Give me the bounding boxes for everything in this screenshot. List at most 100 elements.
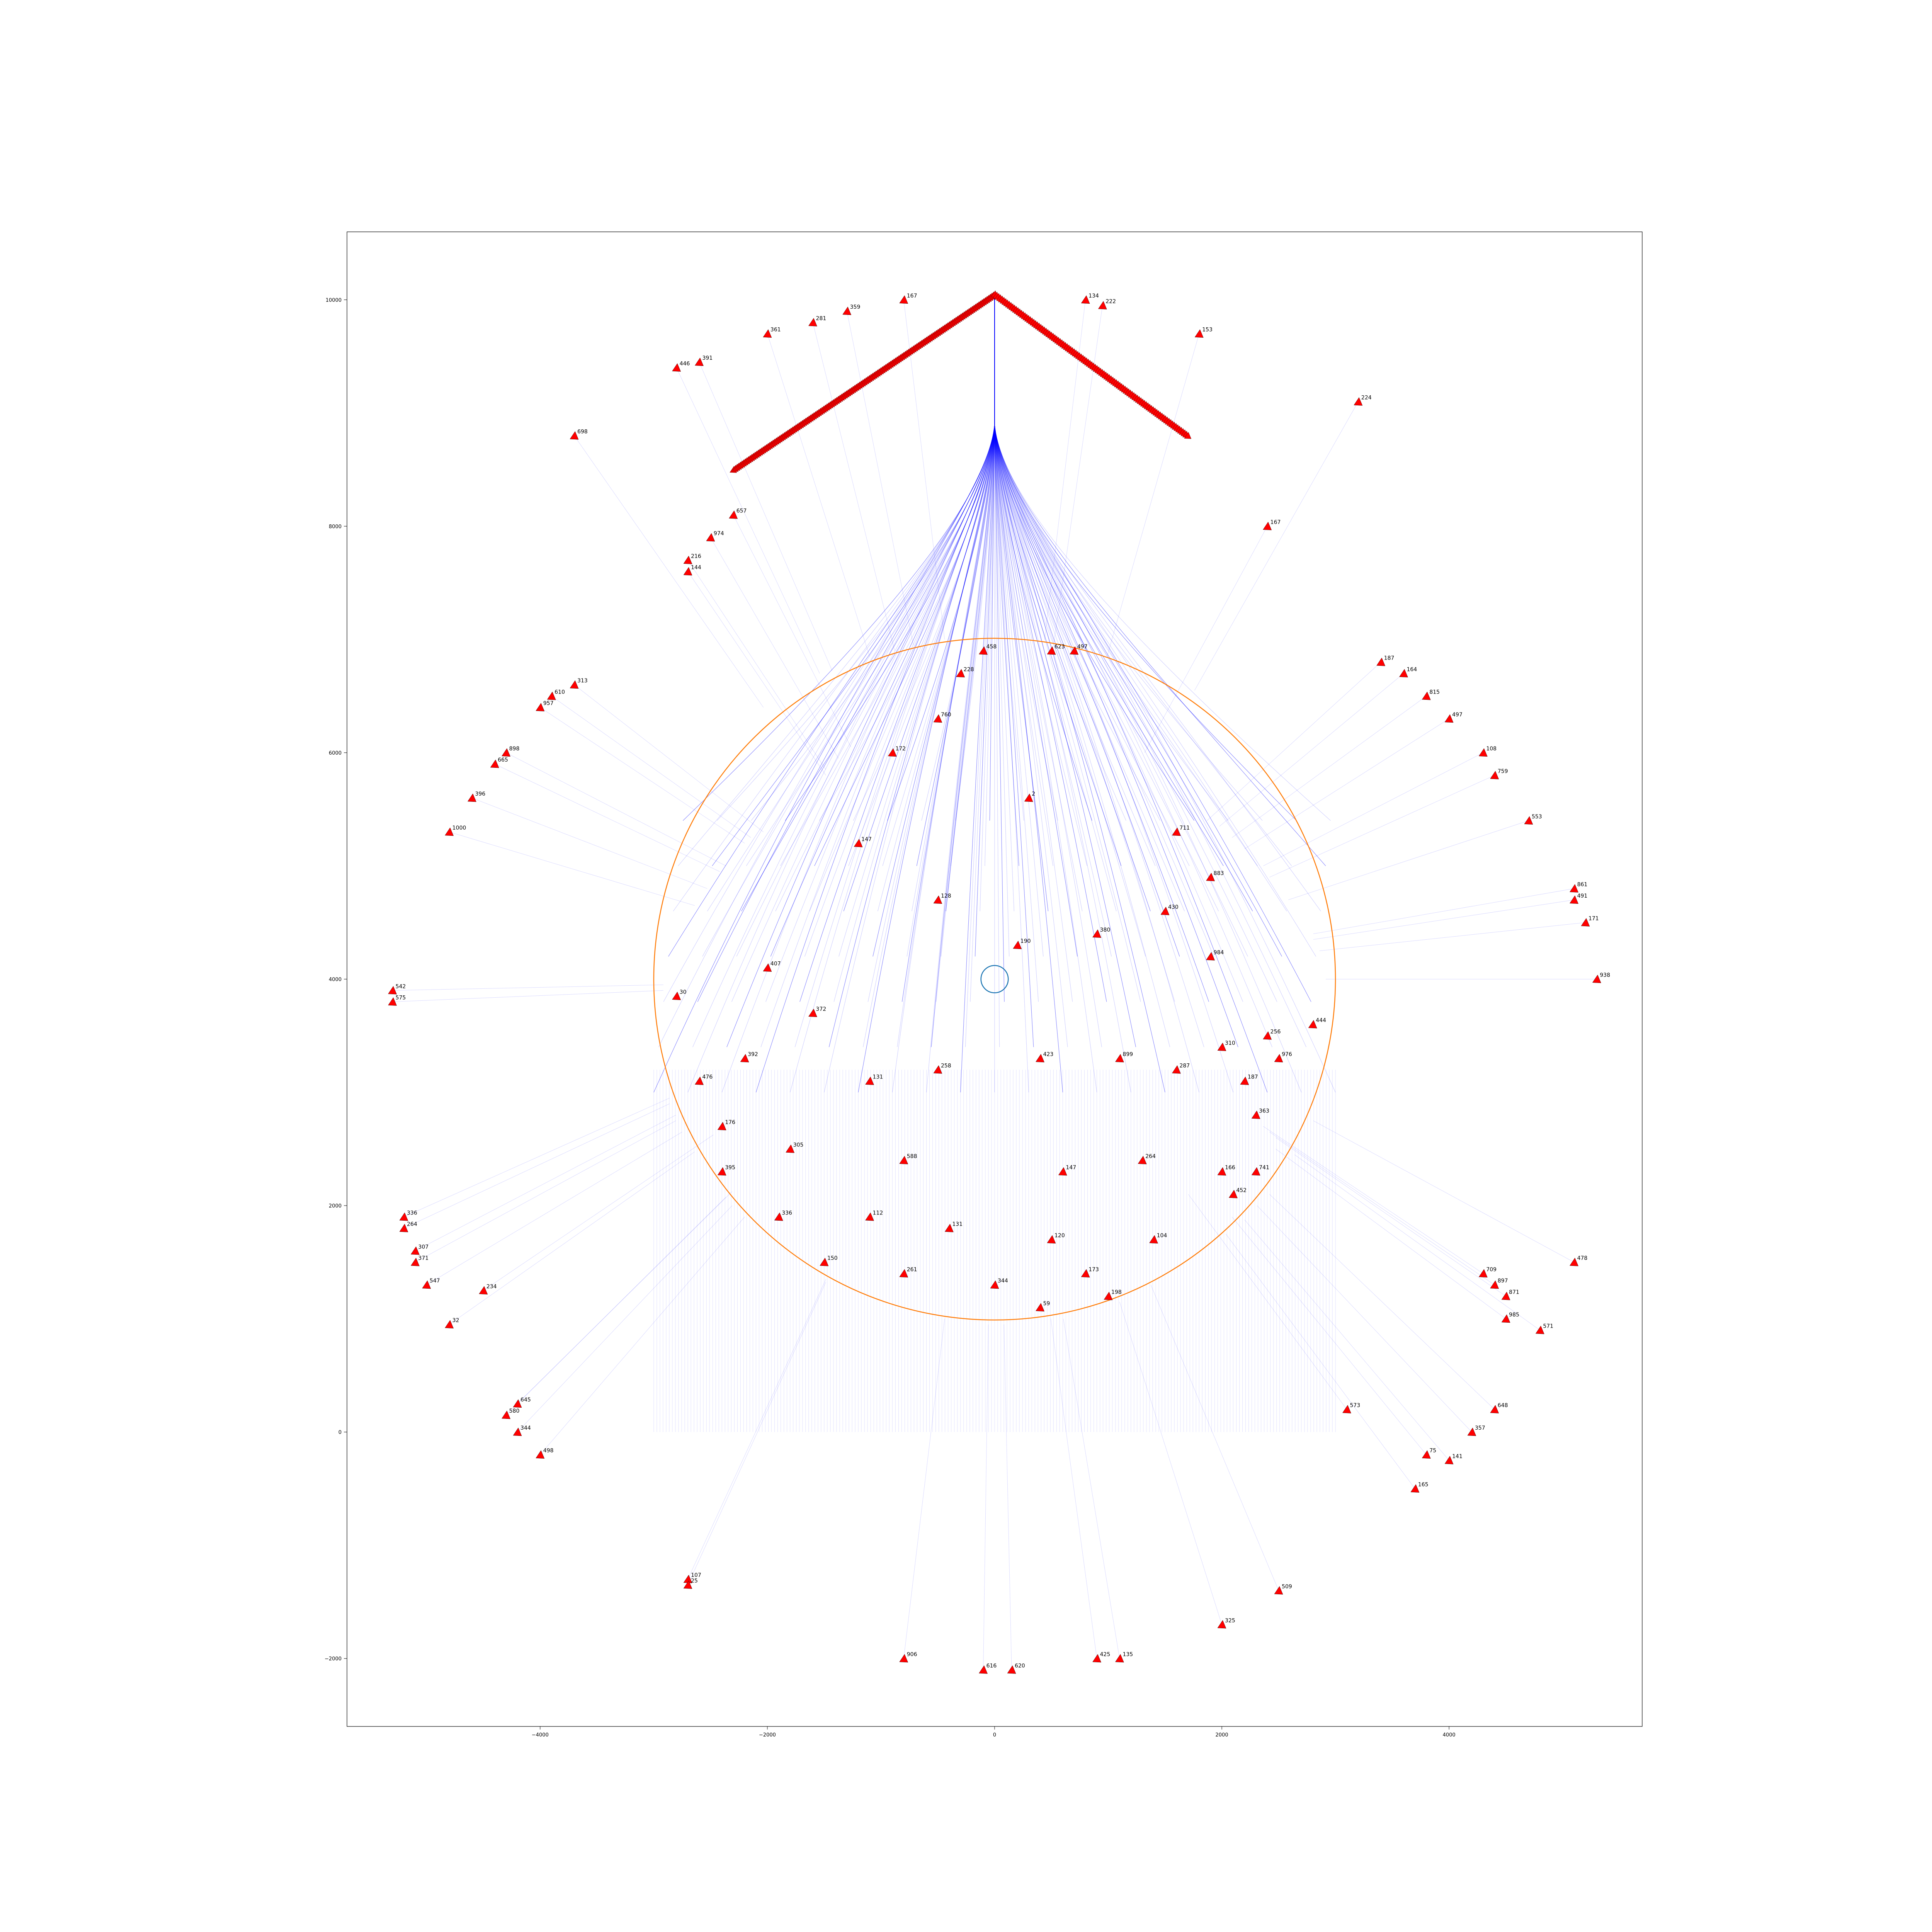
point-label: 976 bbox=[1282, 1051, 1292, 1058]
trajectory-path bbox=[936, 294, 995, 1002]
y-tick-label: 6000 bbox=[329, 750, 342, 756]
point-label: 380 bbox=[1100, 927, 1111, 933]
y-tick-label: −2000 bbox=[325, 1656, 342, 1662]
point-label: 363 bbox=[1259, 1108, 1269, 1114]
outlier-line bbox=[517, 1191, 733, 1404]
outlier-line bbox=[699, 362, 832, 671]
outlier-line bbox=[1063, 1319, 1120, 1659]
point-marker bbox=[899, 1269, 908, 1278]
point-label: 307 bbox=[418, 1244, 429, 1250]
trajectory-path bbox=[994, 294, 1136, 1047]
point-label: 616 bbox=[986, 1663, 997, 1669]
point-label: 444 bbox=[1316, 1017, 1326, 1024]
point-marker bbox=[1535, 1325, 1544, 1334]
point-label: 25 bbox=[691, 1578, 698, 1584]
point-label: 883 bbox=[1214, 870, 1224, 876]
trajectory-path bbox=[653, 294, 995, 1093]
trajectory-path bbox=[755, 294, 995, 1093]
outlier-line bbox=[733, 515, 851, 747]
outlier-line bbox=[403, 1098, 670, 1217]
point-marker bbox=[944, 1224, 954, 1232]
point-label: 446 bbox=[680, 361, 690, 367]
point-marker bbox=[570, 431, 579, 440]
outlier-line bbox=[1276, 1137, 1506, 1296]
point-label: 571 bbox=[1543, 1323, 1553, 1329]
point-label: 760 bbox=[941, 712, 951, 718]
point-marker bbox=[933, 895, 942, 904]
point-label: 478 bbox=[1577, 1255, 1588, 1262]
point-label: 711 bbox=[1179, 825, 1190, 831]
point-label: 59 bbox=[1043, 1301, 1050, 1307]
point-label: 187 bbox=[1248, 1074, 1258, 1080]
point-marker bbox=[1058, 1167, 1067, 1176]
point-marker bbox=[388, 997, 397, 1006]
outlier-line bbox=[1269, 1194, 1495, 1410]
point-marker bbox=[695, 1077, 704, 1085]
outlier-line bbox=[767, 333, 870, 657]
point-label: 588 bbox=[907, 1153, 917, 1160]
trajectory-path bbox=[790, 294, 995, 1093]
point-marker bbox=[1206, 952, 1215, 961]
outlier-line bbox=[1119, 1301, 1222, 1625]
trajectory-path bbox=[858, 294, 995, 1093]
trajectory-path bbox=[985, 294, 995, 866]
point-label: 665 bbox=[498, 757, 508, 763]
outlier-line bbox=[1269, 1132, 1495, 1285]
point-label: 167 bbox=[907, 293, 917, 299]
point-marker bbox=[683, 1580, 692, 1589]
outlier-line bbox=[517, 1205, 733, 1432]
outlier-line bbox=[903, 1319, 945, 1659]
point-marker bbox=[1274, 1586, 1283, 1595]
point-marker bbox=[1251, 1111, 1260, 1119]
outlier-line bbox=[847, 311, 914, 645]
point-marker bbox=[1138, 1156, 1147, 1165]
point-marker bbox=[1490, 771, 1499, 779]
point-label: 2 bbox=[1032, 791, 1035, 797]
point-label: 815 bbox=[1429, 689, 1440, 695]
point-label: 173 bbox=[1088, 1267, 1099, 1273]
trajectory-path bbox=[721, 294, 995, 1093]
trajectory-path bbox=[838, 294, 995, 957]
trajectory-path bbox=[960, 294, 995, 1093]
point-label: 620 bbox=[1015, 1663, 1025, 1669]
trajectory-path bbox=[994, 294, 1058, 821]
point-label: 476 bbox=[702, 1074, 713, 1080]
trajectory-path bbox=[994, 294, 1243, 1002]
point-label: 172 bbox=[895, 746, 906, 752]
point-label: 336 bbox=[407, 1210, 417, 1216]
range-circles bbox=[653, 638, 1336, 1321]
trajectory-path bbox=[994, 294, 1165, 1093]
chevron-marker-right bbox=[1184, 432, 1192, 439]
trajectory-path bbox=[994, 294, 1122, 866]
point-marker bbox=[672, 992, 681, 1000]
outlier-line bbox=[403, 1103, 670, 1229]
outlier-line bbox=[1263, 752, 1483, 866]
point-marker bbox=[1422, 1450, 1431, 1459]
point-label: 452 bbox=[1236, 1187, 1247, 1194]
point-label: 147 bbox=[861, 836, 872, 842]
point-label: 648 bbox=[1498, 1403, 1508, 1409]
point-marker bbox=[1354, 397, 1363, 406]
point-marker bbox=[899, 1654, 908, 1663]
x-tick-label: −4000 bbox=[532, 1732, 549, 1738]
outlier-line bbox=[449, 1151, 695, 1325]
point-marker bbox=[979, 646, 988, 655]
trajectory-path bbox=[994, 294, 1170, 1047]
trajectory-path bbox=[882, 294, 995, 866]
trajectory-path bbox=[799, 294, 995, 1002]
point-marker bbox=[1570, 1258, 1578, 1266]
outlier-line bbox=[495, 764, 720, 872]
trajectory-path bbox=[994, 294, 1010, 957]
trajectory-path bbox=[921, 294, 995, 821]
trajectory-path bbox=[994, 294, 1073, 1002]
outlier-line bbox=[687, 571, 826, 776]
x-tick-label: −2000 bbox=[759, 1732, 776, 1738]
point-label: 135 bbox=[1122, 1651, 1133, 1658]
point-label: 906 bbox=[907, 1651, 917, 1658]
point-label: 391 bbox=[702, 355, 713, 361]
point-marker bbox=[763, 963, 772, 972]
point-label: 497 bbox=[1077, 644, 1088, 650]
point-label: 957 bbox=[543, 701, 554, 707]
trajectory-path bbox=[950, 294, 995, 866]
